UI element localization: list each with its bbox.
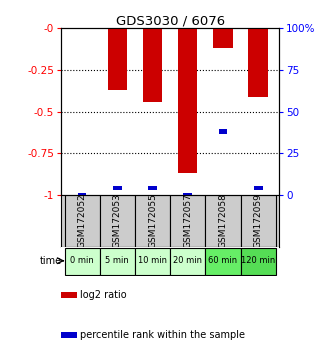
Bar xyxy=(178,28,197,173)
Text: percentile rank within the sample: percentile rank within the sample xyxy=(80,330,245,340)
Bar xyxy=(100,195,135,246)
Bar xyxy=(183,193,192,197)
Bar xyxy=(100,248,135,275)
Bar xyxy=(61,332,77,338)
Text: GSM172052: GSM172052 xyxy=(78,193,87,248)
Text: 5 min: 5 min xyxy=(105,256,129,265)
Bar xyxy=(65,248,100,275)
Bar xyxy=(205,248,240,275)
Bar xyxy=(65,195,100,246)
Bar xyxy=(148,186,157,190)
Bar xyxy=(78,193,86,197)
Bar xyxy=(219,130,227,133)
Bar xyxy=(170,195,205,246)
Text: 120 min: 120 min xyxy=(241,256,275,265)
Text: GSM172055: GSM172055 xyxy=(148,193,157,248)
Text: GSM172059: GSM172059 xyxy=(254,193,263,248)
Text: log2 ratio: log2 ratio xyxy=(80,290,127,300)
Bar xyxy=(135,248,170,275)
Text: 0 min: 0 min xyxy=(70,256,94,265)
Text: 20 min: 20 min xyxy=(173,256,202,265)
Text: time: time xyxy=(39,256,62,266)
Bar xyxy=(254,186,263,190)
Text: 10 min: 10 min xyxy=(138,256,167,265)
Bar xyxy=(205,195,240,246)
Title: GDS3030 / 6076: GDS3030 / 6076 xyxy=(116,14,225,27)
Text: 60 min: 60 min xyxy=(208,256,238,265)
Text: GSM172057: GSM172057 xyxy=(183,193,192,248)
Bar xyxy=(61,292,77,298)
Bar xyxy=(113,186,122,190)
Bar xyxy=(143,28,162,102)
Bar xyxy=(213,28,233,48)
Text: GSM172058: GSM172058 xyxy=(218,193,228,248)
Bar xyxy=(170,248,205,275)
Bar xyxy=(240,248,276,275)
Bar xyxy=(240,195,276,246)
Bar xyxy=(135,195,170,246)
Text: GSM172053: GSM172053 xyxy=(113,193,122,248)
Bar xyxy=(108,28,127,90)
Bar xyxy=(248,28,268,97)
